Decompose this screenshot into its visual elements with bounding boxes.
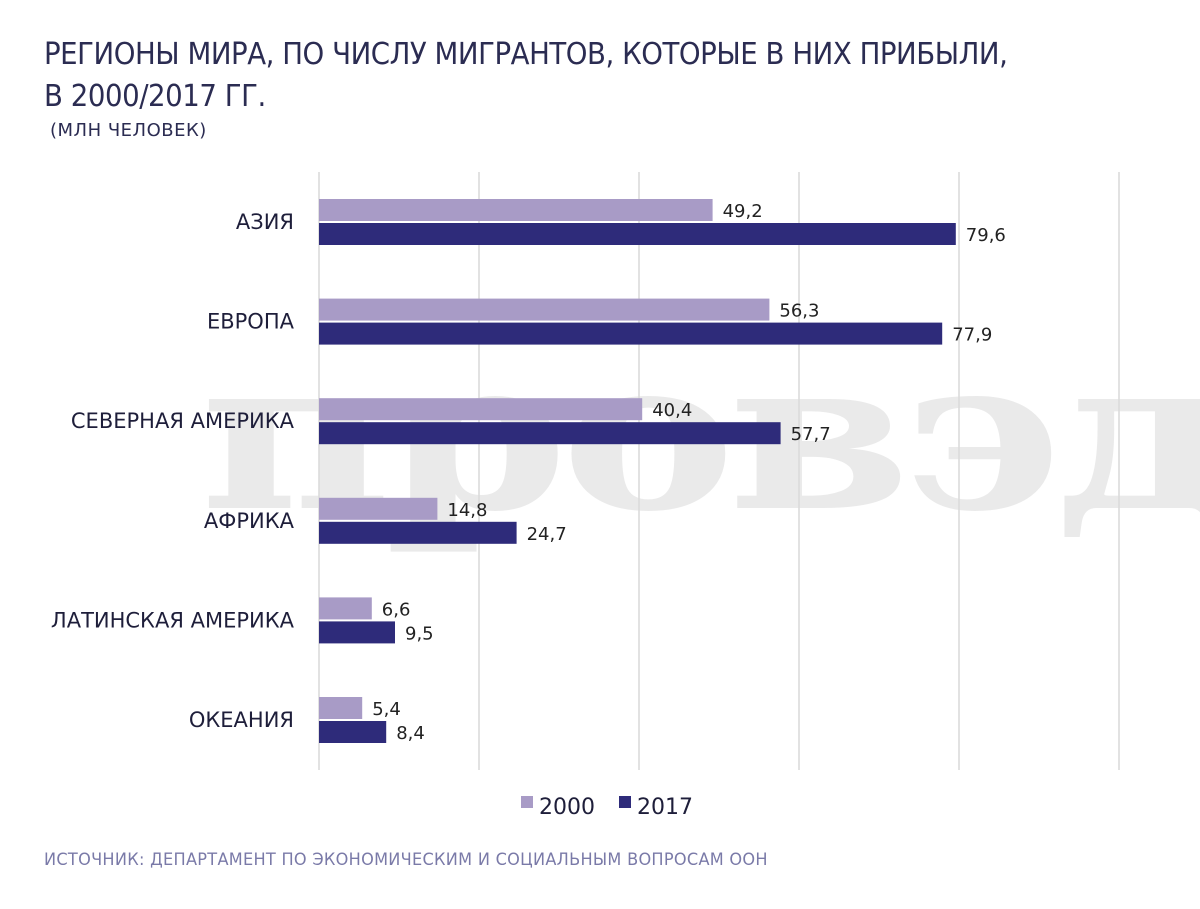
- bar-2000: [319, 497, 438, 520]
- chart-title: РЕГИОНЫ МИРА, ПО ЧИСЛУ МИГРАНТОВ, КОТОРЫ…: [44, 37, 1008, 114]
- data-label: 8,4: [396, 723, 425, 744]
- data-label: 5,4: [372, 699, 401, 720]
- bar-2017: [319, 721, 387, 743]
- bar-2000: [319, 697, 363, 719]
- data-label: 9,5: [405, 623, 434, 644]
- chart-subtitle: (МЛН ЧЕЛОВЕК): [50, 120, 207, 141]
- data-label: 24,7: [527, 524, 567, 545]
- bar-2017: [319, 422, 781, 445]
- category-label: СЕВЕРНАЯ АМЕРИКА: [71, 409, 295, 433]
- bar-2017: [319, 521, 517, 544]
- category-label: ЛАТИНСКАЯ АМЕРИКА: [51, 608, 295, 632]
- bar-2000: [319, 398, 643, 421]
- legend-label: 2017: [637, 795, 693, 820]
- data-label: 56,3: [779, 301, 819, 322]
- data-label: 79,6: [966, 225, 1006, 246]
- legend-swatch-2000: [521, 796, 533, 808]
- data-label: 6,6: [382, 599, 411, 620]
- bar-2000: [319, 298, 770, 321]
- bar-2000: [319, 597, 372, 620]
- data-label: 14,8: [447, 500, 487, 521]
- data-label: 57,7: [791, 424, 831, 445]
- category-label: АЗИЯ: [236, 210, 294, 234]
- category-label: ЕВРОПА: [207, 310, 295, 334]
- source-note: ИСТОЧНИК: ДЕПАРТАМЕНТ ПО ЭКОНОМИЧЕСКИМ И…: [44, 850, 768, 870]
- bar-2017: [319, 621, 395, 644]
- bar-2017: [319, 223, 956, 245]
- legend-label: 2000: [539, 795, 595, 820]
- data-label: 40,4: [652, 400, 692, 421]
- data-label: 49,2: [723, 201, 763, 222]
- bar-2000: [319, 199, 713, 221]
- category-label: АФРИКА: [204, 509, 295, 533]
- data-label: 77,9: [952, 325, 992, 346]
- category-label: ОКЕАНИЯ: [189, 708, 294, 732]
- bar-2017: [319, 322, 943, 345]
- legend-swatch-2017: [619, 796, 631, 808]
